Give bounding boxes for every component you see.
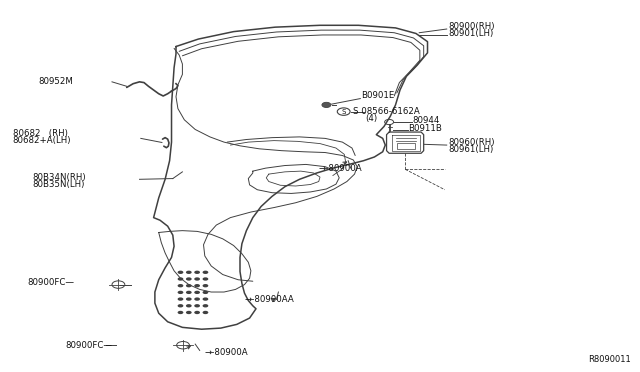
Circle shape [178, 311, 183, 314]
Circle shape [195, 291, 200, 294]
Circle shape [195, 298, 200, 301]
Text: 80952M: 80952M [38, 77, 73, 86]
Circle shape [202, 277, 208, 280]
Circle shape [195, 284, 200, 287]
Circle shape [202, 291, 208, 294]
Text: →-80900A: →-80900A [319, 164, 362, 173]
Text: S 08566-6162A: S 08566-6162A [353, 107, 420, 116]
Circle shape [322, 102, 331, 108]
Circle shape [186, 277, 192, 280]
Circle shape [202, 311, 208, 314]
Text: (4): (4) [365, 114, 377, 123]
Circle shape [195, 270, 200, 274]
Circle shape [186, 304, 192, 307]
Text: 80682+A(LH): 80682+A(LH) [13, 136, 71, 145]
Circle shape [195, 277, 200, 280]
Text: 80900FC—: 80900FC— [27, 278, 74, 287]
Text: →-80900A: →-80900A [205, 348, 248, 357]
Circle shape [178, 277, 183, 280]
Text: 80900FC—: 80900FC— [65, 341, 112, 350]
Text: 80944: 80944 [413, 116, 440, 125]
Text: R8090011: R8090011 [588, 355, 630, 364]
Circle shape [186, 270, 192, 274]
Circle shape [202, 284, 208, 287]
Text: 80900(RH): 80900(RH) [448, 22, 495, 31]
Text: B0911B: B0911B [408, 124, 442, 133]
Circle shape [178, 304, 183, 307]
Text: 80901(LH): 80901(LH) [448, 29, 493, 38]
Text: 80682   (RH): 80682 (RH) [13, 129, 68, 138]
Bar [397, 143, 415, 149]
Circle shape [186, 284, 192, 287]
Circle shape [178, 270, 183, 274]
Circle shape [186, 311, 192, 314]
Text: 80960(RH): 80960(RH) [448, 138, 495, 147]
Text: 80961(LH): 80961(LH) [448, 145, 493, 154]
Circle shape [195, 304, 200, 307]
Circle shape [178, 284, 183, 287]
Circle shape [202, 270, 208, 274]
Circle shape [202, 298, 208, 301]
Text: 80B35N(LH): 80B35N(LH) [32, 180, 84, 189]
Circle shape [202, 304, 208, 307]
Circle shape [178, 291, 183, 294]
Text: 80B34N(RH): 80B34N(RH) [32, 173, 86, 182]
Circle shape [195, 311, 200, 314]
Circle shape [178, 298, 183, 301]
Text: B0901E: B0901E [362, 92, 395, 100]
Text: S: S [342, 109, 346, 115]
Circle shape [186, 291, 192, 294]
Text: →-80900AA: →-80900AA [244, 295, 294, 304]
Circle shape [186, 298, 192, 301]
